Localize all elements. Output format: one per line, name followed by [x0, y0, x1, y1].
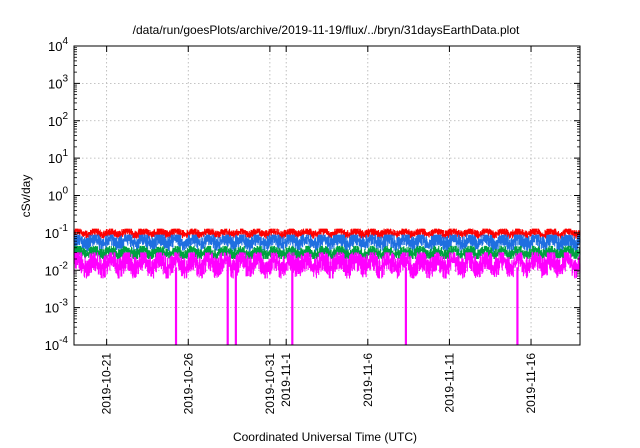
y-tick-label: 10-3	[45, 298, 69, 316]
x-tick-label: 2019-11-16	[524, 353, 538, 414]
chart-title: /data/run/goesPlots/archive/2019-11-19/f…	[133, 23, 520, 37]
y-tick-label: 104	[48, 36, 68, 54]
x-tick-label: 2019-10-21	[100, 353, 114, 415]
y-tick-label: 100	[48, 186, 68, 204]
y-tick-label: 10-4	[45, 335, 69, 353]
x-tick-label: 2019-11-1	[279, 353, 293, 407]
y-tick-label: 101	[48, 148, 68, 166]
x-axis: 2019-10-21 2019-10-26 2019-10-31 2019-11-1 2…	[100, 46, 538, 414]
x-tick-label: 2019-10-26	[181, 353, 195, 415]
y-tick-label: 10-1	[45, 223, 69, 241]
y-tick-label: 10-2	[45, 260, 69, 278]
y-tick-label: 102	[48, 111, 68, 129]
x-tick-label: 2019-11-11	[442, 353, 456, 413]
grid	[74, 45, 580, 346]
series-layer	[73, 228, 581, 345]
y-axis: 10-4 10-3 10-2 10-1 100 101 102 103 104	[45, 36, 580, 353]
x-tick-label: 2019-11-6	[361, 353, 375, 407]
x-axis-label: Coordinated Universal Time (UTC)	[233, 430, 417, 444]
y-axis-label: cSv/day	[19, 175, 33, 218]
y-tick-label: 103	[48, 73, 68, 91]
x-tick-label: 2019-10-31	[263, 353, 277, 415]
